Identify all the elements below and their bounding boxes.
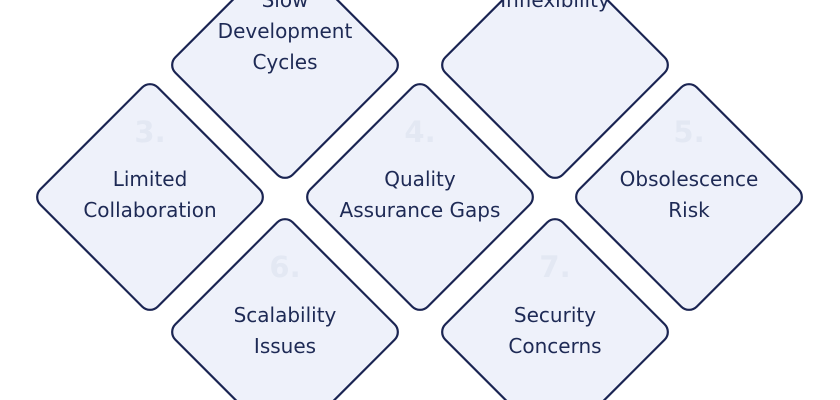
item-label: Limited Collaboration — [33, 164, 267, 226]
item-label-line: Limited — [112, 167, 188, 191]
item-label: Inflexibility — [438, 0, 672, 16]
item-label-line: Risk — [668, 198, 710, 222]
item-label-line: Assurance Gaps — [339, 198, 501, 222]
diamond-shape — [438, 0, 672, 182]
item-label-line: Collaboration — [83, 198, 217, 222]
diamond-svg — [171, 0, 399, 179]
diamond-shape — [303, 80, 537, 314]
item-number: 5. — [673, 115, 705, 149]
item-label-line: Obsolescence — [619, 167, 759, 191]
diamond-svg — [575, 83, 803, 311]
diamond-shape — [168, 215, 402, 400]
diamond-item-4: 4. Quality Assurance Gaps — [303, 80, 537, 314]
diamond-outline — [441, 0, 669, 179]
diamond-svg — [36, 83, 264, 311]
item-label-line: Issues — [253, 334, 317, 358]
item-label: Quality Assurance Gaps — [303, 164, 537, 226]
item-label-line: Development — [217, 19, 353, 43]
diamond-outline — [171, 218, 399, 400]
diamond-item-2: 2. Inflexibility — [438, 0, 672, 182]
diamond-svg — [441, 0, 669, 179]
item-number: 3. — [134, 115, 166, 149]
diamond-outline — [575, 83, 803, 311]
item-label-line: Security — [513, 303, 597, 327]
diamond-svg — [441, 218, 669, 400]
diamond-shape — [168, 0, 402, 182]
diamond-item-1: 1. Slow Development Cycles — [168, 0, 402, 182]
item-label-line: Quality — [384, 167, 456, 191]
diamond-item-3: 3. Limited Collaboration — [33, 80, 267, 314]
item-number: 4. — [404, 115, 436, 149]
diamond-svg — [306, 83, 534, 311]
diamond-item-6: 6. Scalability Issues — [168, 215, 402, 400]
item-label-line: Concerns — [508, 334, 602, 358]
diamond-outline — [306, 83, 534, 311]
diamond-outline — [36, 83, 264, 311]
item-number: 7. — [539, 250, 571, 284]
item-label: Slow Development Cycles — [168, 0, 402, 78]
item-label-line: Cycles — [252, 50, 318, 74]
item-label: Scalability Issues — [168, 300, 402, 362]
diamond-shape — [33, 80, 267, 314]
diamond-item-5: 5. Obsolescence Risk — [572, 80, 806, 314]
item-label: Security Concerns — [438, 300, 672, 362]
item-label-line: Inflexibility — [500, 0, 610, 12]
diamond-svg — [171, 218, 399, 400]
diamond-item-7: 7. Security Concerns — [438, 215, 672, 400]
diamond-shape — [572, 80, 806, 314]
item-number: 6. — [269, 250, 301, 284]
item-label-line: Slow — [261, 0, 309, 12]
diamond-shape — [438, 215, 672, 400]
diamond-outline — [171, 0, 399, 179]
item-label-line: Scalability — [233, 303, 337, 327]
diamond-outline — [441, 218, 669, 400]
item-label: Obsolescence Risk — [572, 164, 806, 226]
